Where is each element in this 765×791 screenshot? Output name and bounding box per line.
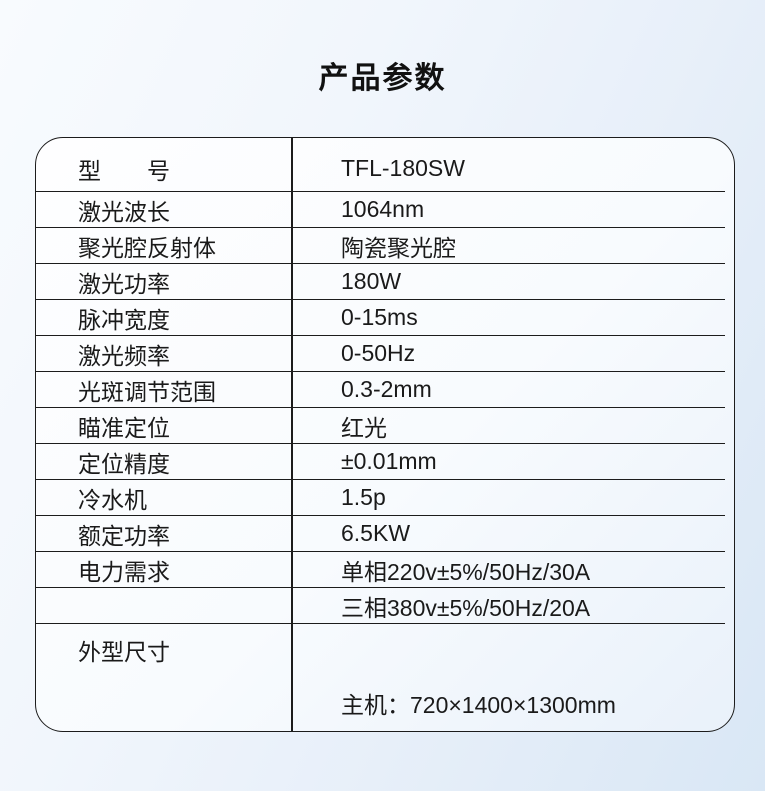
table-row-dimensions: 外型尺寸 主机：720×1400×1300mm 冷水机：540×650×780m… [36, 624, 725, 731]
table-row-aiming: 瞄准定位 红光 [36, 408, 725, 444]
product-spec-table: 型 号 TFL-180SW 激光波长 1064nm 聚光腔反射体 陶瓷聚光腔 激… [35, 137, 735, 732]
table-row-rated-power: 额定功率 6.5KW [36, 516, 725, 552]
spec-value: ±0.01mm [341, 448, 437, 474]
table-row-spot-range: 光斑调节范围 0.3-2mm [36, 372, 725, 408]
spec-label: 外型尺寸 [78, 639, 170, 665]
spec-value: 主机：720×1400×1300mm 冷水机：540×650×780mm [291, 633, 725, 731]
column-divider [291, 138, 293, 731]
spec-value: 0-50Hz [341, 340, 416, 366]
table-row-power-requirement-1: 电力需求 单相220v±5%/50Hz/30A [36, 552, 725, 588]
spec-label: 瞄准定位 [78, 414, 170, 441]
spec-value: 0-15ms [341, 304, 418, 330]
spec-value: 6.5KW [341, 520, 411, 546]
table-row-power-requirement-2: 三相380v±5%/50Hz/20A [36, 588, 725, 624]
spec-value: 单相220v±5%/50Hz/30A [341, 558, 591, 585]
table-row-positioning-accuracy: 定位精度 ±0.01mm [36, 444, 725, 480]
spec-label: 型 号 [78, 157, 170, 184]
table-row-model: 型 号 TFL-180SW [36, 138, 725, 192]
spec-label: 脉冲宽度 [78, 306, 170, 333]
spec-label: 激光功率 [78, 270, 170, 297]
spec-label: 激光波长 [78, 198, 170, 225]
spec-label: 电力需求 [78, 558, 170, 585]
spec-value: 红光 [341, 414, 387, 441]
spec-value: 0.3-2mm [341, 376, 432, 402]
spec-label: 定位精度 [78, 450, 170, 477]
spec-value: 1064nm [341, 196, 425, 222]
table-row-chiller: 冷水机 1.5p [36, 480, 725, 516]
table-row-laser-power: 激光功率 180W [36, 264, 725, 300]
table-row-laser-frequency: 激光频率 0-50Hz [36, 336, 725, 372]
spec-value: 三相380v±5%/50Hz/20A [341, 594, 591, 621]
spec-label: 激光频率 [78, 342, 170, 369]
table-row-pulse-width: 脉冲宽度 0-15ms [36, 300, 725, 336]
table-row-cavity-reflector: 聚光腔反射体 陶瓷聚光腔 [36, 228, 725, 264]
table-row-wavelength: 激光波长 1064nm [36, 192, 725, 228]
spec-label: 聚光腔反射体 [78, 234, 216, 261]
spec-value: 1.5p [341, 484, 386, 510]
dimension-host: 主机：720×1400×1300mm [341, 692, 616, 718]
spec-label: 额定功率 [78, 522, 170, 549]
spec-value: 陶瓷聚光腔 [341, 234, 456, 261]
spec-label: 冷水机 [78, 486, 147, 513]
spec-label: 光斑调节范围 [78, 378, 216, 405]
spec-value: 180W [341, 268, 402, 294]
page-title: 产品参数 [318, 62, 447, 95]
spec-value: TFL-180SW [341, 155, 465, 181]
